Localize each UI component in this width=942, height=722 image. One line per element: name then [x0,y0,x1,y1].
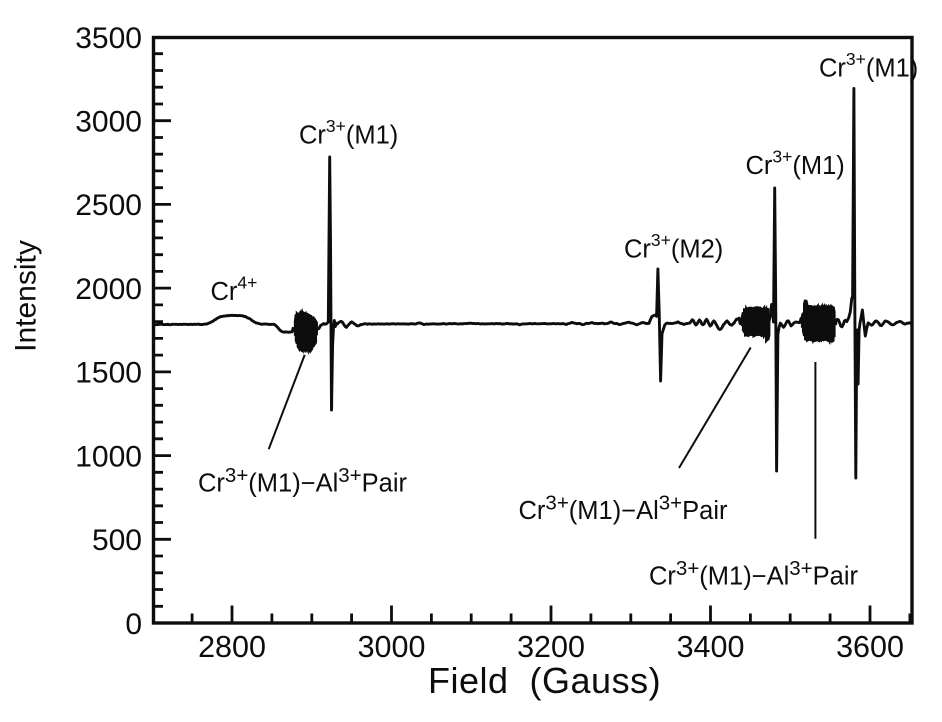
svg-text:Cr3+(M2): Cr3+(M2) [624,230,723,264]
svg-text:Cr4+: Cr4+ [211,273,258,307]
svg-text:Cr3+(M1): Cr3+(M1) [299,116,398,150]
svg-text:Cr3+(M1): Cr3+(M1) [819,49,918,83]
svg-text:Cr3+(M1)−Al3+Pair: Cr3+(M1)−Al3+Pair [519,492,729,526]
svg-text:0: 0 [125,608,142,641]
svg-text:Cr3+(M1): Cr3+(M1) [746,147,845,181]
svg-text:2000: 2000 [75,273,142,306]
svg-text:1500: 1500 [75,357,142,390]
svg-text:500: 500 [92,524,142,557]
svg-text:3000: 3000 [75,106,142,139]
svg-text:3500: 3500 [75,22,142,55]
svg-text:3200: 3200 [517,630,585,664]
svg-text:3600: 3600 [836,630,904,664]
svg-text:2500: 2500 [75,189,142,222]
svg-text:2800: 2800 [198,630,266,664]
svg-text:Intensity: Intensity [10,240,43,352]
svg-text:3000: 3000 [358,630,426,664]
svg-text:1000: 1000 [75,440,142,473]
svg-text:Field (Gauss): Field (Gauss) [428,660,661,701]
svg-text:3400: 3400 [677,630,745,664]
